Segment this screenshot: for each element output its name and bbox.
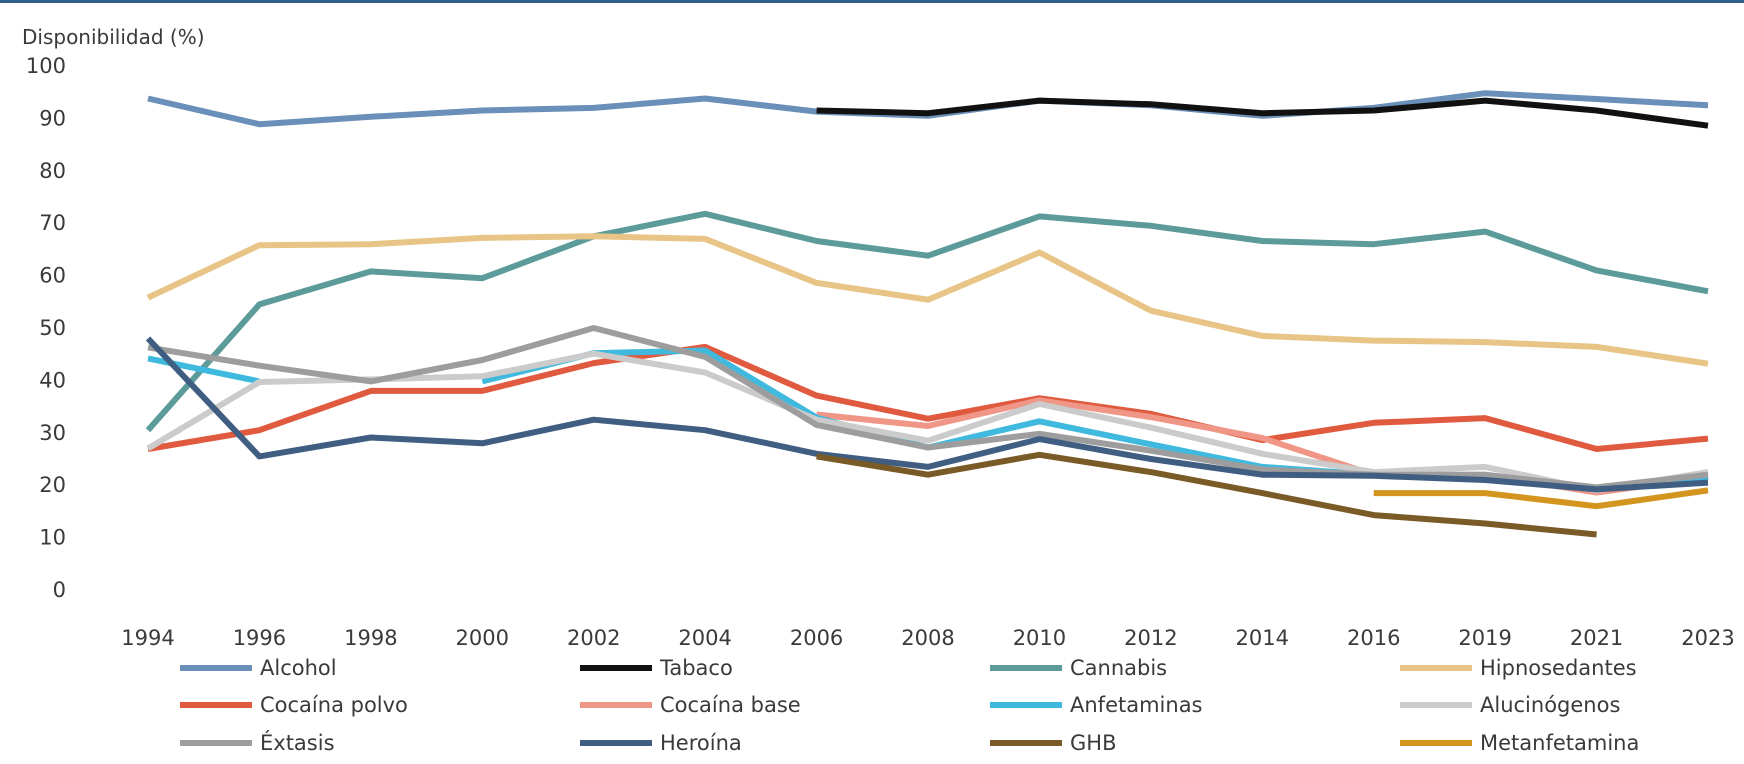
y-axis-label: Disponibilidad (%)	[22, 25, 205, 49]
y-tick-label: 40	[39, 368, 66, 392]
x-tick-label: 2016	[1347, 626, 1400, 650]
series-tabaco	[816, 97, 1709, 129]
legend-item: GHB	[990, 731, 1116, 755]
legend-label: Alcohol	[260, 656, 337, 680]
legend-label: Cannabis	[1070, 656, 1167, 680]
y-tick-label: 60	[39, 264, 66, 288]
series-cocaina-polvo	[147, 343, 1709, 452]
legend-item: Éxtasis	[180, 730, 335, 755]
legend-item: Tabaco	[580, 656, 733, 680]
y-tick-label: 100	[26, 54, 66, 78]
legend-label: GHB	[1070, 731, 1116, 755]
x-tick-label: 1994	[121, 626, 174, 650]
legend-label: Alucinógenos	[1480, 693, 1620, 717]
legend-label: Cocaína polvo	[260, 693, 408, 717]
legend-label: Cocaína base	[660, 693, 801, 717]
series-lines	[145, 90, 1709, 538]
series-line	[481, 347, 1709, 492]
x-tick-label: 1998	[344, 626, 397, 650]
series-extasis	[147, 325, 1709, 491]
legend-item: Cocaína polvo	[180, 693, 408, 717]
x-tick-label: 2023	[1681, 626, 1734, 650]
y-tick-label: 0	[53, 578, 66, 602]
x-tick-label: 2000	[456, 626, 509, 650]
y-tick-label: 30	[39, 421, 66, 445]
x-tick-label: 2021	[1570, 626, 1623, 650]
series-line	[147, 343, 1709, 452]
series-line	[145, 210, 1709, 433]
y-tick-label: 10	[39, 526, 66, 550]
series-line	[1373, 487, 1709, 510]
series-alcohol	[147, 90, 1709, 128]
legend-label: Heroína	[660, 731, 742, 755]
series-alucinogenos	[146, 350, 1709, 494]
series-cannabis	[145, 210, 1709, 433]
series-hipnosedantes	[146, 233, 1709, 367]
legend-item: Heroína	[580, 731, 742, 755]
series-line	[816, 451, 1597, 538]
legend-item: Hipnosedantes	[1400, 656, 1637, 680]
series-line	[147, 325, 1709, 491]
x-tick-label: 2010	[1013, 626, 1066, 650]
y-tick-label: 50	[39, 316, 66, 340]
series-line	[146, 233, 1709, 367]
series-heroina	[145, 336, 1709, 493]
series-ghb	[816, 451, 1597, 538]
y-axis-ticks: 0 10 20 30 40 50 60 70 80 90 100	[26, 54, 66, 602]
x-tick-label: 2008	[901, 626, 954, 650]
legend-item: Metanfetamina	[1400, 731, 1639, 755]
legend-label: Hipnosedantes	[1480, 656, 1637, 680]
legend-item: Alcohol	[180, 656, 337, 680]
legend-item: Cocaína base	[580, 693, 801, 717]
y-tick-label: 80	[39, 159, 66, 183]
series-line	[146, 350, 1709, 494]
x-tick-label: 2002	[567, 626, 620, 650]
series-line	[147, 90, 1709, 128]
x-tick-label: 1996	[233, 626, 286, 650]
legend-item: Alucinógenos	[1400, 693, 1620, 717]
y-tick-label: 70	[39, 211, 66, 235]
x-tick-label: 2004	[678, 626, 731, 650]
legend: Alcohol Tabaco Cannabis Hipnosedantes Cocaín…	[180, 656, 1639, 755]
x-tick-label: 2012	[1124, 626, 1177, 650]
legend-label: Metanfetamina	[1480, 731, 1639, 755]
x-tick-label: 2019	[1458, 626, 1511, 650]
x-tick-label: 2014	[1236, 626, 1289, 650]
x-tick-label: 2006	[790, 626, 843, 650]
legend-label: Éxtasis	[260, 730, 335, 755]
y-tick-label: 20	[39, 473, 66, 497]
y-tick-label: 90	[39, 106, 66, 130]
legend-item: Anfetaminas	[990, 693, 1203, 717]
legend-label: Anfetaminas	[1070, 693, 1203, 717]
legend-label: Tabaco	[659, 656, 733, 680]
series-metanfetamina	[1373, 487, 1709, 510]
x-axis-ticks: 1994 1996 1998 2000 2002 2004 2006 2008 2010 2012…	[121, 626, 1734, 650]
top-rule	[0, 0, 1744, 3]
series-line	[145, 336, 1709, 493]
series-line	[816, 97, 1709, 129]
legend-item: Cannabis	[990, 656, 1167, 680]
